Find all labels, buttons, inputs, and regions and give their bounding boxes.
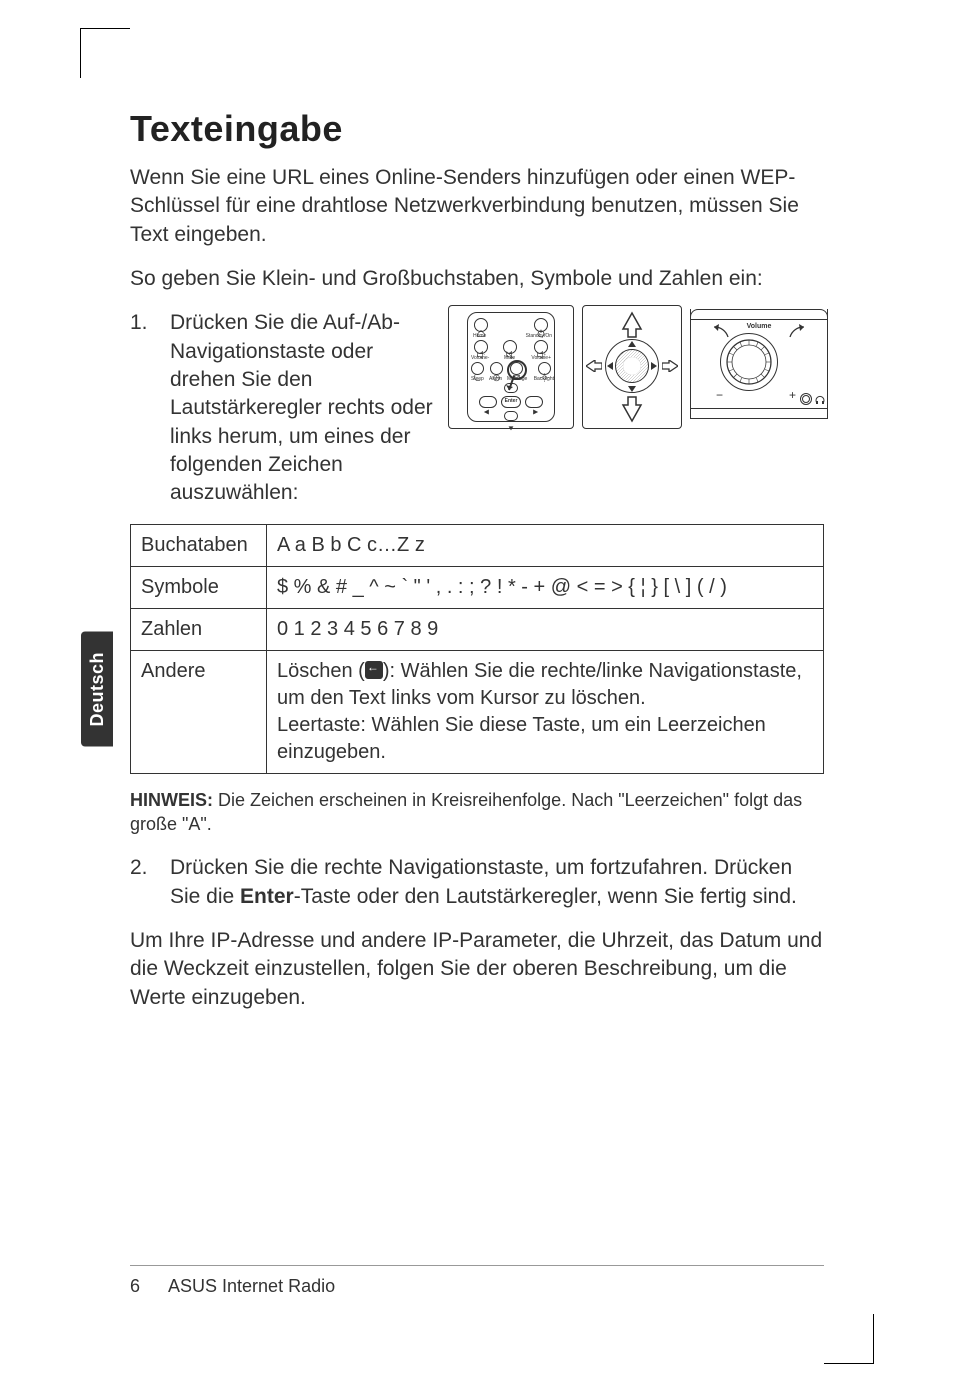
table-cell: A a B b C c…Z z [267,524,824,566]
standby-label: Standby/On [526,333,552,340]
vol-minus-label: Volume- [471,355,489,362]
footer-text: ASUS Internet Radio [168,1276,335,1296]
step-text: Drücken Sie die rechte Navigationstaste,… [170,854,824,911]
plus-icon: + [789,387,796,403]
sleep-icon [471,362,484,375]
vol-cw-arrow-icon [788,323,808,341]
step-number: 2. [130,854,170,911]
ring-down-arrow-icon [628,386,636,392]
dpad-figure [582,305,682,429]
volume-figure: Volume [690,305,828,429]
page-number: 6 [130,1276,164,1297]
dpad-inner-icon [615,349,649,383]
crop-mark [824,1314,874,1364]
backlight-label: Backlight [534,376,554,383]
nav-down-icon [504,411,518,421]
characters-table: Buchataben A a B b C c…Z z Symbole $ % &… [130,524,824,774]
table-cell: 0 1 2 3 4 5 6 7 8 9 [267,608,824,650]
ring-right-arrow-icon [651,362,657,370]
mute-icon [503,340,517,354]
remote-figure: Home Standby/On - Volume- Mut [448,305,574,429]
volume-knob-icon [726,339,772,385]
step-number: 1. [130,309,170,337]
table-row: Symbole $ % & # _ ^ ~ ` " ' , . : ; ? ! … [131,566,824,608]
minus-icon: − [716,387,723,403]
enter-label: Enter [502,398,520,405]
page-footer: 6 ASUS Internet Radio [130,1265,824,1297]
backlight-icon [538,362,551,375]
language-tab: Deutsch [81,632,113,747]
volume-label: Volume [747,322,772,331]
note-label: HINWEIS: [130,790,213,810]
note-paragraph: HINWEIS: Die Zeichen erscheinen in Kreis… [130,788,824,837]
headphone-jack-icon [815,393,825,405]
ring-left-arrow-icon [607,362,613,370]
nav-right-icon [525,396,543,408]
table-cell: Löschen (): Wählen Sie die rechte/linke … [267,650,824,773]
ring-up-arrow-icon [628,341,636,347]
table-header: Zahlen [131,608,267,650]
big-left-arrow-icon [586,360,602,372]
page-title: Texteingabe [130,108,824,150]
delete-icon [365,661,383,679]
subheading: So geben Sie Klein- und Großbuchstaben, … [130,265,824,293]
alarm-label: Alarm [489,376,502,383]
highlight-arrow-icon [506,376,518,394]
step-text: Drücken Sie die Auf-/Ab-Navigationstaste… [170,309,442,507]
home-label: Home [473,333,486,340]
alarm-icon [490,362,503,375]
table-header: Buchataben [131,524,267,566]
crop-mark [80,28,130,78]
table-header: Andere [131,650,267,773]
intro-paragraph: Wenn Sie eine URL eines Online-Senders h… [130,164,824,249]
vol-plus-label: Volume+ [531,355,551,362]
vol-plus-icon: + [534,340,548,354]
enter-bold: Enter [240,885,294,908]
table-row: Buchataben A a B b C c…Z z [131,524,824,566]
enter-button-icon: Enter [501,396,521,408]
big-down-arrow-icon [621,395,643,423]
vol-minus-icon: - [474,340,488,354]
big-up-arrow-icon [621,311,643,339]
table-row: Andere Löschen (): Wählen Sie die rechte… [131,650,824,773]
sleep-label: Sleep [471,376,484,383]
nav-left-icon [479,396,497,408]
home-icon [474,318,488,332]
big-right-arrow-icon [662,360,678,372]
standby-icon [534,318,548,332]
table-header: Symbole [131,566,267,608]
table-cell: $ % & # _ ^ ~ ` " ' , . : ; ? ! * - + @ … [267,566,824,608]
closing-paragraph: Um Ihre IP-Adresse und andere IP-Paramet… [130,927,824,1012]
vol-ccw-arrow-icon [710,323,730,341]
figures-row: Home Standby/On - Volume- Mut [448,305,828,507]
table-row: Zahlen 0 1 2 3 4 5 6 7 8 9 [131,608,824,650]
